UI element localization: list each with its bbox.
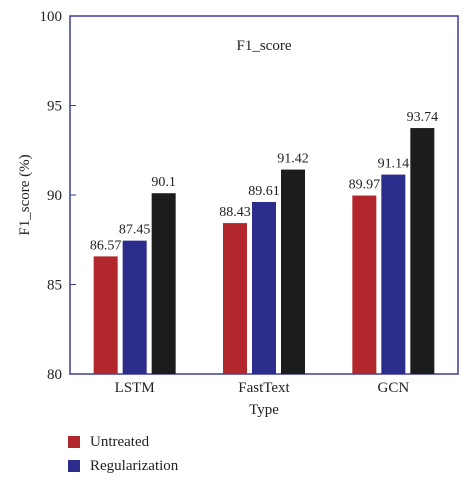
bar [122,240,147,374]
bar-value-label: 88.43 [219,205,251,220]
bar [151,193,176,374]
bar-value-label: 87.45 [119,223,151,238]
chart-title: F1_score [237,38,292,54]
legend-item-untreated: Untreated [68,430,178,454]
x-tick-label: LSTM [115,380,155,396]
bar [281,169,305,374]
legend-swatch-untreated [68,436,80,448]
legend-label-untreated: Untreated [90,433,150,450]
y-tick-label: 90 [47,188,62,204]
y-tick-label: 100 [40,9,63,25]
bar [352,195,377,374]
x-axis-label: Type [249,402,279,418]
x-tick-label: GCN [377,380,409,396]
legend: Untreated Regularization [68,430,178,478]
y-tick-label: 95 [47,99,62,115]
bar-value-label: 89.97 [349,178,381,193]
x-axis: LSTM FastText GCN [115,368,409,396]
y-axis: 80 85 90 95 100 [40,9,76,383]
bar [381,174,406,374]
x-tick-label: FastText [238,380,290,396]
bar-value-label: 86.57 [90,238,122,253]
bar-value-label: 89.61 [248,184,280,199]
bar-value-label: 91.42 [277,152,309,167]
y-tick-label: 80 [47,367,62,383]
y-axis-label: F1_score (%) [17,154,33,235]
legend-swatch-regularization [68,460,80,472]
legend-item-regularization: Regularization [68,454,178,478]
bar [93,256,118,374]
bar-value-label: 93.74 [407,110,439,125]
bar [410,128,435,374]
bar [252,201,276,374]
bars [93,128,435,374]
bar-value-label: 90.1 [151,175,176,190]
bar [223,223,247,374]
bar-value-label: 91.14 [378,157,410,172]
y-tick-label: 85 [47,278,62,294]
legend-label-regularization: Regularization [90,457,179,474]
